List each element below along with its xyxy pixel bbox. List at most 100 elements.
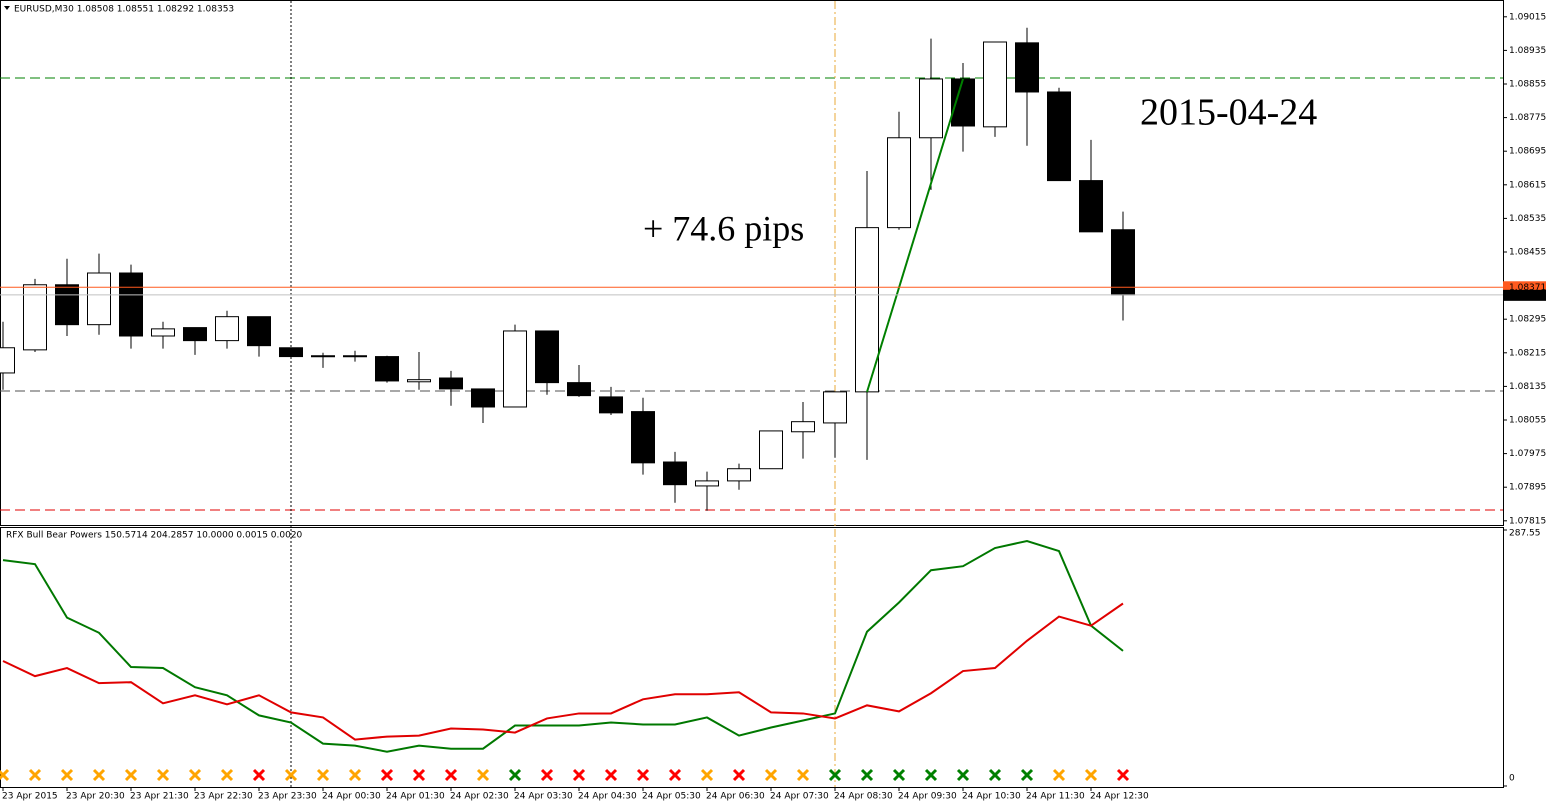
candle-body bbox=[823, 391, 847, 424]
signal-stroke bbox=[1052, 768, 1066, 782]
signal-cross bbox=[892, 768, 906, 782]
signal-cross bbox=[412, 768, 426, 782]
candle-body bbox=[919, 78, 943, 139]
date-annotation: 2015-04-24 bbox=[1140, 92, 1317, 134]
signal-cross bbox=[316, 768, 330, 782]
y-tick-label: 1.08535 bbox=[1509, 214, 1546, 224]
candle-body bbox=[983, 41, 1007, 128]
signal-cross bbox=[1116, 768, 1130, 782]
signal-cross bbox=[604, 768, 618, 782]
signal-stroke bbox=[764, 768, 778, 782]
signal-cross bbox=[252, 768, 266, 782]
signal-cross bbox=[540, 768, 554, 782]
signal-cross bbox=[380, 768, 394, 782]
candle-body bbox=[279, 347, 303, 358]
y-tick-label: 287.55 bbox=[1509, 529, 1541, 539]
candle-body bbox=[343, 355, 367, 358]
candle-body bbox=[151, 328, 175, 337]
candle-body bbox=[0, 347, 15, 374]
candle-body bbox=[471, 388, 495, 408]
signal-cross bbox=[476, 768, 490, 782]
signal-stroke bbox=[92, 768, 106, 782]
y-tick-label: 1.08135 bbox=[1509, 382, 1546, 392]
signal-stroke bbox=[732, 768, 746, 782]
candle-body bbox=[567, 382, 591, 397]
candle-body bbox=[503, 330, 527, 408]
signal-stroke bbox=[60, 768, 74, 782]
indicator-title: RFX Bull Bear Powers 150.5714 204.2857 1… bbox=[6, 531, 303, 541]
signal-cross bbox=[444, 768, 458, 782]
candle-body bbox=[759, 430, 783, 470]
y-tick-label: 1.08055 bbox=[1509, 416, 1546, 426]
menu-triangle[interactable] bbox=[4, 6, 10, 10]
signal-stroke bbox=[796, 768, 810, 782]
candle-body bbox=[599, 396, 623, 414]
signal-stroke bbox=[540, 768, 554, 782]
y-tick-label: 1.08455 bbox=[1509, 248, 1546, 258]
signal-cross bbox=[188, 768, 202, 782]
chart-title: EURUSD,M30 1.08508 1.08551 1.08292 1.083… bbox=[14, 5, 234, 15]
indicator-pane bbox=[0, 527, 1504, 788]
signal-cross bbox=[1052, 768, 1066, 782]
bid-label: 1.08353 bbox=[1509, 291, 1546, 301]
y-tick-label: 1.08695 bbox=[1509, 147, 1546, 157]
x-tick-label: 24 Apr 11:30 bbox=[1026, 792, 1085, 802]
signal-stroke bbox=[476, 768, 490, 782]
x-tick-label: 24 Apr 03:30 bbox=[514, 792, 573, 802]
indicator-line bbox=[2, 539, 1124, 753]
signal-cross bbox=[0, 768, 10, 782]
pips-trendline bbox=[866, 78, 964, 393]
signal-cross bbox=[924, 768, 938, 782]
signal-stroke bbox=[380, 768, 394, 782]
signal-stroke bbox=[188, 768, 202, 782]
candle-body bbox=[631, 411, 655, 464]
signal-cross bbox=[156, 768, 170, 782]
candle-body bbox=[1015, 42, 1039, 93]
y-tick-label: 1.08215 bbox=[1509, 348, 1546, 358]
signal-stroke bbox=[828, 768, 842, 782]
signal-stroke bbox=[412, 768, 426, 782]
y-tick-label: 1.08615 bbox=[1509, 180, 1546, 190]
x-tick-label: 24 Apr 02:30 bbox=[450, 792, 509, 802]
candle-body bbox=[183, 327, 207, 342]
candle-body bbox=[663, 461, 687, 486]
y-tick-label: 1.07815 bbox=[1509, 516, 1546, 526]
signal-stroke bbox=[1020, 768, 1034, 782]
signal-cross bbox=[668, 768, 682, 782]
x-tick-label: 24 Apr 04:30 bbox=[578, 792, 637, 802]
indicator-line bbox=[2, 602, 1124, 741]
y-tick-label: 1.07975 bbox=[1509, 449, 1546, 459]
signal-stroke bbox=[988, 768, 1002, 782]
signal-stroke bbox=[156, 768, 170, 782]
x-tick-label: 23 Apr 20:30 bbox=[66, 792, 125, 802]
candle-body bbox=[695, 480, 719, 487]
signal-stroke bbox=[284, 768, 298, 782]
candle-body bbox=[791, 421, 815, 433]
candle-body bbox=[23, 284, 47, 351]
signal-stroke bbox=[316, 768, 330, 782]
signal-stroke bbox=[700, 768, 714, 782]
signal-stroke bbox=[124, 768, 138, 782]
y-tick-label: 0 bbox=[1509, 774, 1515, 784]
candle-body bbox=[375, 356, 399, 382]
signal-stroke bbox=[508, 768, 522, 782]
x-tick-label: 23 Apr 21:30 bbox=[130, 792, 189, 802]
candle-body bbox=[215, 316, 239, 342]
signal-cross bbox=[796, 768, 810, 782]
candle-body bbox=[1047, 91, 1071, 182]
x-tick-label: 24 Apr 09:30 bbox=[898, 792, 957, 802]
signal-cross bbox=[124, 768, 138, 782]
candle-body bbox=[311, 355, 335, 358]
signal-stroke bbox=[220, 768, 234, 782]
signal-stroke bbox=[860, 768, 874, 782]
x-tick-label: 23 Apr 22:30 bbox=[194, 792, 253, 802]
candle-body bbox=[87, 272, 111, 326]
signal-cross bbox=[220, 768, 234, 782]
y-tick-label: 1.08935 bbox=[1509, 46, 1546, 56]
signal-cross bbox=[28, 768, 42, 782]
signal-cross bbox=[636, 768, 650, 782]
signal-stroke bbox=[636, 768, 650, 782]
x-tick-label: 23 Apr 23:30 bbox=[258, 792, 317, 802]
bid-box bbox=[1503, 289, 1546, 301]
